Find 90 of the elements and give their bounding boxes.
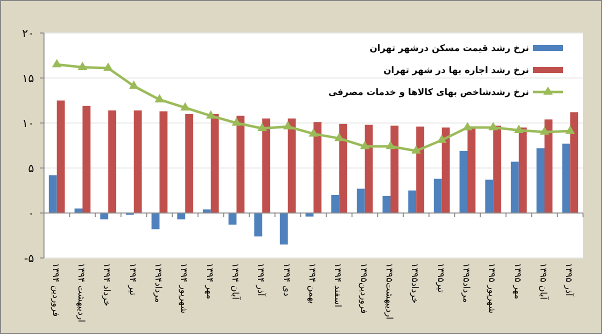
- bar: [185, 114, 194, 213]
- bar: [416, 126, 424, 213]
- bar: [434, 178, 442, 213]
- point: [540, 126, 550, 135]
- point: [565, 126, 575, 134]
- bar: [460, 150, 468, 213]
- bar: [177, 213, 186, 220]
- x-tick-label: آبان ۱۳۹۵: [538, 263, 550, 300]
- y-tick-label: ۰: [28, 207, 34, 220]
- point: [154, 94, 164, 102]
- point: [180, 102, 190, 110]
- y-tick-label: -۵: [24, 252, 34, 265]
- x-tick-label: شهریور ۱۳۹۵: [486, 263, 496, 314]
- point: [129, 80, 139, 89]
- bar: [510, 162, 519, 213]
- bar: [331, 195, 340, 213]
- x-tick-label: مهر ۱۳۹۵: [512, 263, 522, 300]
- bar: [562, 144, 570, 213]
- bar: [134, 110, 142, 213]
- x-tick-label: اردیبهشت۱۳۹۵: [384, 263, 394, 320]
- y-tick-label: ۱۰: [22, 117, 34, 130]
- bar: [74, 208, 82, 213]
- bar: [254, 213, 262, 236]
- x-tick-label: تیر ۱۳۹۴: [126, 263, 137, 296]
- bar: [356, 188, 365, 213]
- x-tick-label: شهریور ۱۳۹۴: [178, 263, 188, 314]
- x-tick-label: خرداد۱۳۹۵: [409, 263, 420, 304]
- x-tick-label: آبان ۱۳۹۴: [230, 263, 242, 300]
- point: [514, 124, 524, 133]
- point: [78, 62, 88, 70]
- point: [488, 122, 498, 130]
- point: [103, 62, 113, 71]
- point: [206, 110, 216, 119]
- bar: [82, 106, 90, 213]
- point: [437, 134, 447, 143]
- bar: [48, 175, 57, 213]
- bar: [314, 122, 322, 213]
- y-tick-label: ۵: [28, 162, 34, 175]
- x-tick-label: فروردین ۱۳۹۴: [50, 263, 60, 317]
- point: [283, 121, 293, 130]
- bar: [382, 196, 390, 213]
- x-tick-label: خرداد ۱۳۹۴: [101, 263, 112, 306]
- bar: [390, 126, 398, 213]
- y-tick-label: ۱۵: [22, 72, 34, 85]
- bar: [485, 180, 494, 213]
- x-tick-label: اردیبهشت ۱۳۹۴: [76, 263, 86, 322]
- x-tick-label: مرداد۱۳۹۵: [460, 263, 470, 303]
- bar: [536, 148, 544, 213]
- point: [52, 58, 62, 68]
- bar: [468, 128, 476, 213]
- x-tick-label: فروردین۱۳۹۵: [358, 263, 368, 314]
- point: [308, 128, 318, 137]
- bar: [210, 114, 219, 213]
- x-tick-label: آذر ۱۳۹۵: [563, 263, 576, 297]
- bar: [236, 116, 244, 213]
- x-tick-label: اسفند ۱۳۹۴: [332, 263, 342, 308]
- x-tick-label: تیر۱۳۹۵: [434, 263, 445, 294]
- bar: [280, 213, 288, 244]
- point: [360, 140, 370, 150]
- bar: [288, 118, 296, 213]
- bar: [228, 213, 236, 225]
- bar: [56, 100, 65, 213]
- x-tick-label: بهمن ۱۳۹۴: [306, 263, 316, 304]
- legend-label: نرخ رشد قیمت مسکن درشهر تهران: [370, 44, 529, 54]
- point: [257, 122, 267, 132]
- point: [334, 132, 344, 142]
- bar: [544, 119, 552, 213]
- bar: [442, 128, 450, 213]
- bar: [160, 111, 168, 213]
- bar: [570, 112, 578, 213]
- bar: [518, 128, 527, 213]
- x-tick-label: دی ۱۳۹۴: [280, 263, 291, 296]
- x-tick-label: مرداد۱۳۹۴: [152, 263, 162, 303]
- bar: [152, 213, 160, 230]
- point: [232, 117, 242, 126]
- bar: [339, 124, 348, 213]
- legend-label: نرخ رشدشاخص بهای کالاها و خدمات مصرفی: [328, 88, 529, 98]
- point: [386, 140, 396, 150]
- bar: [262, 118, 270, 213]
- bar: [493, 126, 502, 213]
- x-tick-label: آذر ۱۳۹۴: [255, 263, 268, 297]
- point: [411, 145, 421, 154]
- y-tick-label: ۲۰: [22, 27, 34, 40]
- point: [462, 122, 472, 130]
- bar: [108, 110, 116, 213]
- bar: [408, 190, 416, 213]
- legend-label: نرخ رشد اجاره بها در شهر تهران: [383, 66, 529, 76]
- bar: [364, 124, 373, 213]
- bar: [100, 213, 108, 220]
- x-tick-label: مهر ۱۳۹۴: [204, 263, 214, 300]
